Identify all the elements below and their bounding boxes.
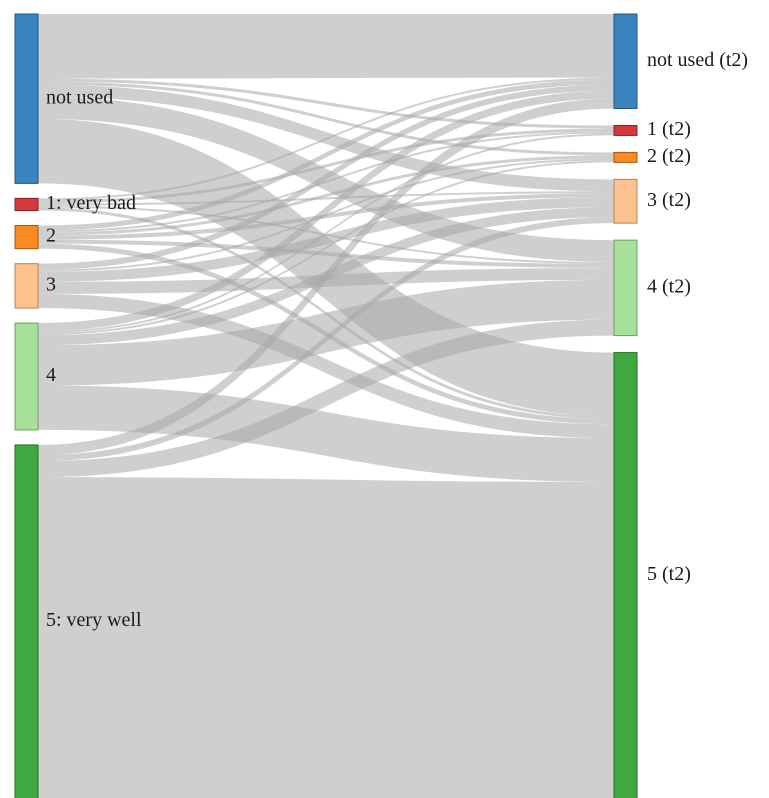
node-label-s_1: 1: very bad bbox=[46, 192, 136, 214]
node-label-t_1: 1 (t2) bbox=[647, 118, 691, 140]
node-label-s_5: 5: very well bbox=[46, 609, 142, 631]
node-t_nu[interactable] bbox=[613, 13, 638, 109]
node-label-t_nu: not used (t2) bbox=[647, 49, 748, 71]
link-s_4-to-t_4 bbox=[38, 279, 614, 386]
node-label-s_4: 4 bbox=[46, 364, 56, 386]
link-s_4-to-t_1 bbox=[38, 133, 614, 334]
link-s_2-to-t_nu bbox=[38, 79, 614, 231]
node-t_4[interactable] bbox=[613, 239, 638, 337]
node-s_2[interactable] bbox=[14, 224, 39, 250]
link-s_3-to-t_nu bbox=[38, 84, 614, 270]
link-s_4-to-t_nu bbox=[38, 90, 614, 332]
link-s_3-to-t_5 bbox=[38, 293, 614, 439]
node-label-t_3: 3 (t2) bbox=[647, 189, 691, 211]
link-s_2-to-t_1 bbox=[38, 131, 614, 233]
link-s_nu-to-t_2 bbox=[38, 81, 614, 156]
link-s_5-to-t_3 bbox=[38, 217, 614, 462]
node-label-t_2: 2 (t2) bbox=[647, 145, 691, 167]
link-s_5-to-t_nu bbox=[38, 98, 614, 456]
links-layer bbox=[38, 14, 614, 798]
node-label-s_nu: not used bbox=[46, 86, 113, 108]
link-s_4-to-t_2 bbox=[38, 160, 614, 336]
node-s_5[interactable] bbox=[14, 444, 39, 798]
link-s_3-to-t_2 bbox=[38, 158, 614, 272]
node-label-s_3: 3 bbox=[46, 273, 56, 295]
link-s_1-to-t_nu bbox=[38, 77, 614, 201]
node-t_3[interactable] bbox=[613, 178, 638, 224]
node-s_1[interactable] bbox=[14, 197, 39, 211]
node-s_4[interactable] bbox=[14, 322, 39, 431]
node-label-s_2: 2 bbox=[46, 225, 56, 247]
link-s_5-to-t_5 bbox=[38, 477, 614, 798]
link-s_nu-to-t_nu bbox=[38, 14, 614, 79]
link-s_5-to-t_4 bbox=[38, 319, 614, 478]
nodes-layer bbox=[14, 13, 638, 798]
node-s_nu[interactable] bbox=[14, 13, 39, 184]
link-s_nu-to-t_3 bbox=[38, 84, 614, 192]
link-s_2-to-t_4 bbox=[38, 239, 614, 268]
node-label-t_5: 5 (t2) bbox=[647, 563, 691, 585]
node-t_2[interactable] bbox=[613, 151, 638, 163]
link-s_2-to-t_2 bbox=[38, 155, 614, 236]
node-label-t_4: 4 (t2) bbox=[647, 275, 691, 297]
link-s_nu-to-t_1 bbox=[38, 78, 614, 129]
link-s_3-to-t_3 bbox=[38, 197, 614, 282]
node-s_3[interactable] bbox=[14, 263, 39, 309]
node-t_5[interactable] bbox=[613, 352, 638, 798]
labels-layer: not used 1: very bad 2 3 4 5: very well not us… bbox=[46, 49, 748, 631]
link-s_1-to-t_3 bbox=[38, 191, 614, 206]
link-s_1-to-t_1 bbox=[38, 128, 614, 204]
link-s_2-to-t_3 bbox=[38, 193, 614, 240]
node-t_1[interactable] bbox=[613, 124, 638, 136]
